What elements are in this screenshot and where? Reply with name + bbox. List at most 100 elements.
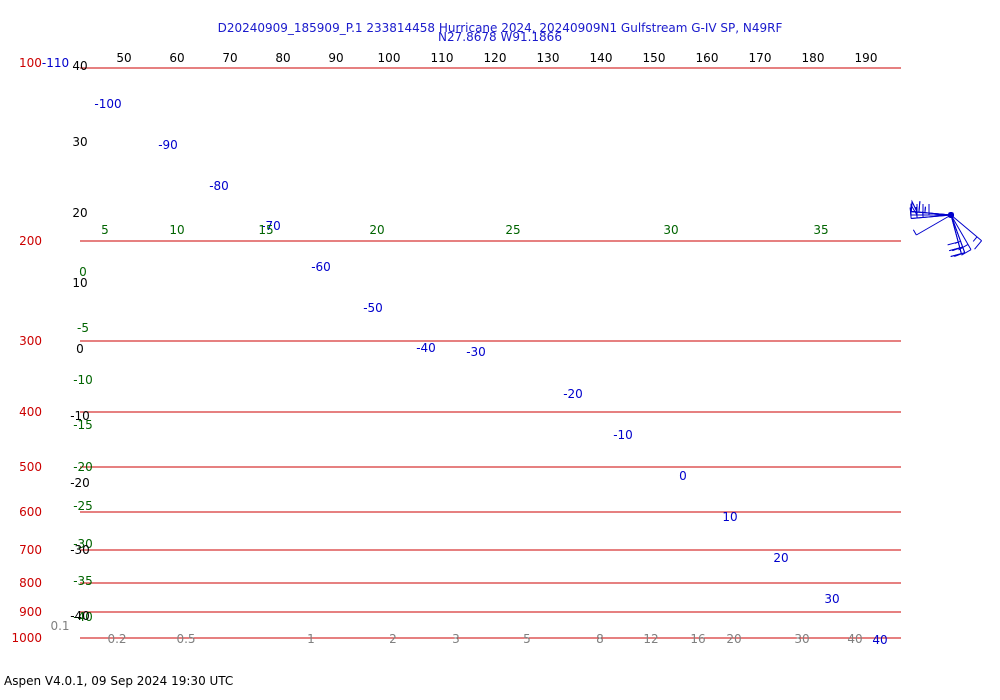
wind-barb-full	[974, 240, 983, 250]
moist-adiabat-left-label: -40	[73, 610, 93, 624]
wind-barb-staff	[916, 214, 952, 236]
pressure-label: 400	[19, 405, 42, 419]
wind-barb-staff	[950, 214, 966, 253]
dry-adiabat	[893, 68, 895, 69]
top-scale-label: 170	[749, 51, 772, 65]
dry-adiabat	[560, 68, 562, 69]
moist-adiabat-left-label: -15	[73, 418, 93, 432]
height-label: 0	[76, 342, 84, 356]
height-label: 40	[72, 59, 87, 73]
top-scale-label: 140	[590, 51, 613, 65]
top-scale-label: 110	[431, 51, 454, 65]
isotherm-label: -20	[563, 387, 583, 401]
mixing-ratio-label: 8	[596, 632, 604, 646]
isotherm-label: 40	[872, 633, 887, 647]
wind-barb-full	[918, 201, 921, 213]
pressure-label: 900	[19, 605, 42, 619]
dry-adiabat	[449, 68, 451, 69]
dry-adiabat	[699, 68, 701, 69]
isotherm-line	[895, 68, 897, 69]
mixing-ratio-label: 12	[643, 632, 658, 646]
pressure-label: 600	[19, 505, 42, 519]
wind-barb-half	[910, 205, 913, 212]
height-label: 30	[72, 135, 87, 149]
wind-barb-full	[961, 249, 972, 256]
isotherm-label: -70	[261, 219, 281, 233]
moist-adiabat-left-label: -25	[73, 499, 93, 513]
isotherm-line	[681, 68, 683, 69]
wind-barb-half	[972, 236, 978, 242]
isotherm-label: -10	[613, 428, 633, 442]
isotherm-label: -100	[94, 97, 121, 111]
chart-title: D20240909_185909_P.1 233814458 Hurricane…	[217, 21, 783, 35]
moist-adiabat-label: 25	[505, 223, 520, 237]
top-scale-label: 160	[696, 51, 719, 65]
moist-adiabat-label: 15	[258, 223, 273, 237]
pressure-label: 300	[19, 334, 42, 348]
isotherm-label: 20	[773, 551, 788, 565]
wind-barb-staff	[911, 214, 952, 219]
moist-adiabat-left-label: -30	[73, 537, 93, 551]
isotherm-line	[949, 0, 1000, 68]
moist-adiabat-label: 5	[101, 223, 109, 237]
height-label: -10	[70, 409, 90, 423]
top-scale-label: 50	[116, 51, 131, 65]
dry-adiabat	[976, 0, 1000, 68]
pressure-label: 100-110	[19, 56, 69, 70]
height-label: 20	[72, 206, 87, 220]
wind-barb-half	[912, 229, 917, 236]
top-scale-label: 70	[222, 51, 237, 65]
mixing-ratio-label: 5	[523, 632, 531, 646]
wind-barb-staff	[950, 214, 972, 250]
top-scale-label: 100	[378, 51, 401, 65]
isobars	[80, 67, 901, 639]
top-scale-label: 150	[643, 51, 666, 65]
height-label: -30	[70, 543, 90, 557]
top-scale-label: 60	[169, 51, 184, 65]
moist-adiabat-left-label: -20	[73, 460, 93, 474]
mixing-ratio-label: 30	[794, 632, 809, 646]
top-scale-label: 80	[275, 51, 290, 65]
isotherm-label: 30	[824, 592, 839, 606]
dry-adiabat	[865, 68, 867, 69]
mixing-ratio-label: 0.2	[107, 632, 126, 646]
axis-labels: 100-1102003004005006007008009001000-100-…	[11, 51, 887, 647]
moist-adiabat-left-label: -35	[73, 574, 93, 588]
height-label: -20	[70, 476, 90, 490]
moist-adiabat-label: 35	[813, 223, 828, 237]
isotherm-label: -80	[209, 179, 229, 193]
wind-barbs	[909, 199, 983, 257]
isotherm-label: 0	[679, 469, 687, 483]
pressure-label: 800	[19, 576, 42, 590]
dry-adiabat	[366, 68, 368, 69]
dry-adiabat	[809, 68, 812, 69]
wind-barb-full	[958, 244, 969, 251]
mixing-ratio-label: 20	[726, 632, 741, 646]
dry-adiabat	[921, 0, 1000, 68]
wind-barb-full	[949, 247, 960, 252]
dry-adiabat	[671, 68, 673, 69]
moist-adiabat-label: 30	[663, 223, 678, 237]
pressure-label: 500	[19, 460, 42, 474]
moist-adiabat-label: 20	[369, 223, 384, 237]
moist-adiabat-left-label: -5	[77, 321, 89, 335]
top-scale-label: 190	[855, 51, 878, 65]
top-scale-label: 90	[328, 51, 343, 65]
top-scale-label: 120	[484, 51, 507, 65]
dry-adiabats	[366, 0, 1000, 69]
wind-barb-staff	[911, 211, 952, 216]
mixing-ratio-label: 1	[307, 632, 315, 646]
wind-barb-half	[924, 206, 926, 213]
dry-adiabat	[949, 0, 1000, 68]
moist-adiabat-label: 10	[169, 223, 184, 237]
mixing-ratio-label: 16	[690, 632, 705, 646]
isotherm-label: -50	[363, 301, 383, 315]
isotherm-line	[574, 68, 576, 69]
chart-subtitle: N27.8678 W91.1866	[438, 30, 562, 44]
isotherm-label: -30	[466, 345, 486, 359]
mixing-ratio-label: 0.1	[50, 619, 69, 633]
mixing-ratio-label: 2	[389, 632, 397, 646]
mixing-ratio-label: 0.5	[176, 632, 195, 646]
height-label: -40	[70, 609, 90, 623]
